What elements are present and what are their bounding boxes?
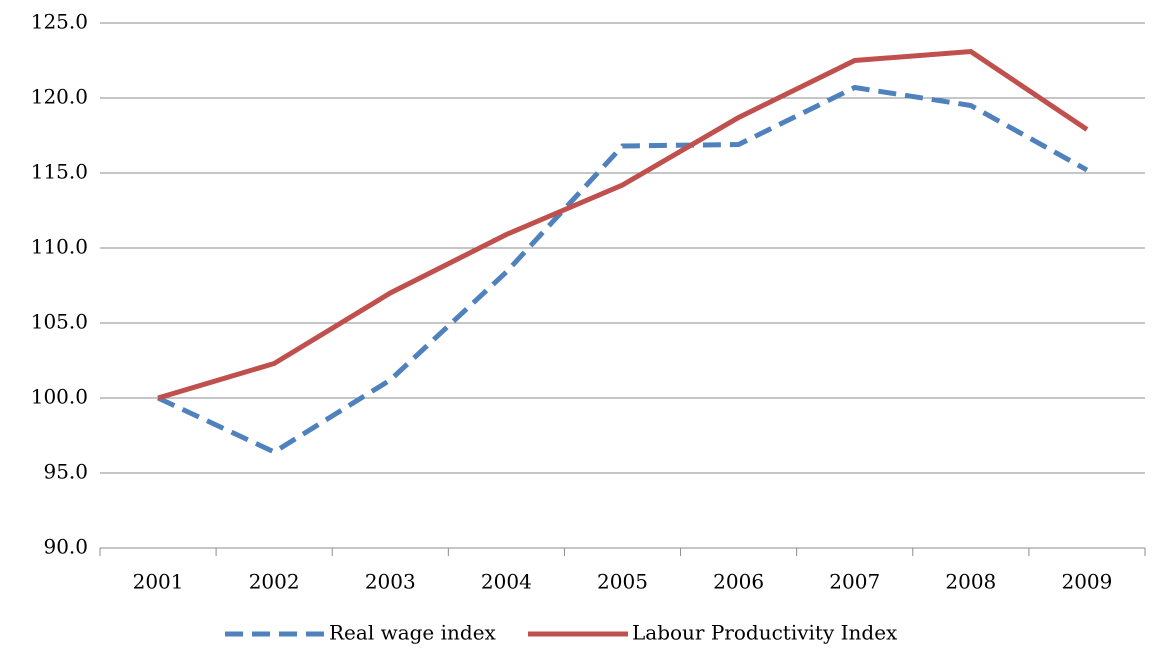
x-tick-label: 2001 (133, 570, 184, 594)
x-tick-label: 2004 (481, 570, 532, 594)
y-tick-label: 105.0 (31, 310, 88, 334)
y-tick-label: 95.0 (43, 460, 88, 484)
y-tick-label: 110.0 (31, 235, 88, 259)
data-line (157, 48, 1089, 401)
x-tick-label: 2007 (829, 570, 880, 594)
x-tick-label: 2002 (249, 570, 300, 594)
y-tick-label: 90.0 (43, 535, 88, 559)
y-tick-label: 125.0 (31, 10, 88, 34)
x-tick-label: 2003 (365, 570, 416, 594)
x-tick-label: 2008 (945, 570, 996, 594)
data-line (157, 84, 1089, 455)
x-tick-label: 2005 (597, 570, 648, 594)
y-tick-label: 120.0 (31, 85, 88, 109)
x-tick-label: 2006 (713, 570, 764, 594)
legend-label: Labour Productivity Index (632, 621, 898, 645)
legend-label: Real wage index (329, 621, 497, 645)
x-tick-label: 2009 (1061, 570, 1112, 594)
y-tick-label: 115.0 (31, 160, 88, 184)
y-tick-label: 100.0 (31, 385, 88, 409)
